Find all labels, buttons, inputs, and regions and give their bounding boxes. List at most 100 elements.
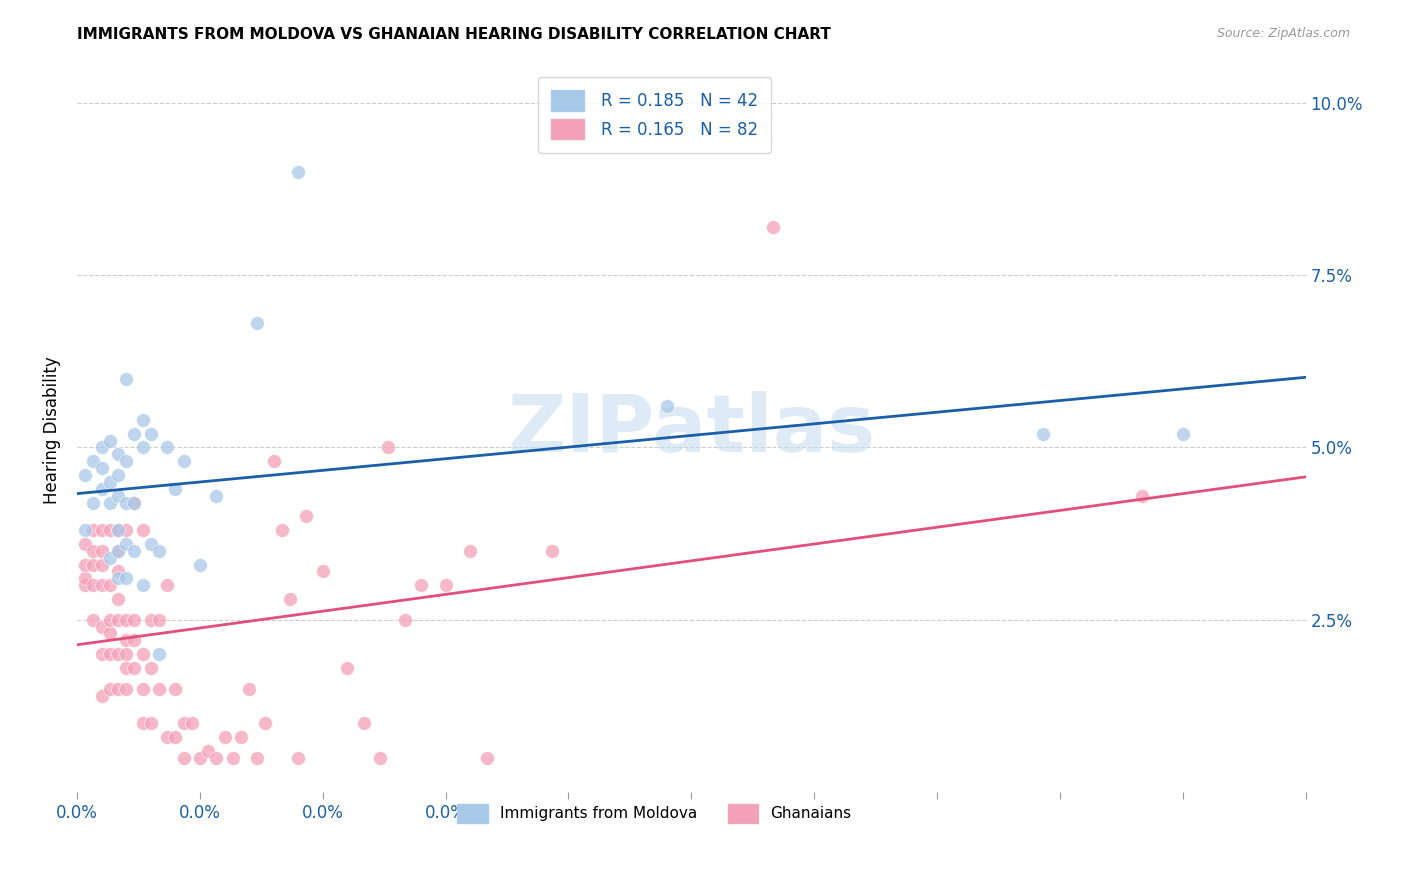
Point	[263, 454, 285, 468]
Point	[82, 454, 104, 468]
Point	[655, 399, 678, 413]
Point	[98, 681, 121, 696]
Point	[287, 165, 309, 179]
Point	[75, 523, 97, 537]
Point	[90, 461, 112, 475]
Point	[148, 613, 170, 627]
Point	[180, 716, 202, 731]
Point	[124, 544, 146, 558]
Point	[229, 730, 252, 744]
Point	[173, 454, 195, 468]
Point	[197, 744, 219, 758]
Point	[312, 565, 335, 579]
Point	[90, 482, 112, 496]
Point	[1130, 489, 1153, 503]
Point	[409, 578, 432, 592]
Point	[131, 681, 153, 696]
Point	[107, 681, 129, 696]
Point	[107, 592, 129, 607]
Point	[762, 219, 785, 234]
Point	[287, 750, 309, 764]
Point	[139, 537, 162, 551]
Point	[107, 565, 129, 579]
Point	[124, 495, 146, 509]
Point	[90, 441, 112, 455]
Point	[98, 475, 121, 489]
Point	[107, 447, 129, 461]
Point	[1032, 426, 1054, 441]
Point	[131, 413, 153, 427]
Point	[173, 716, 195, 731]
Point	[139, 661, 162, 675]
Point	[115, 523, 138, 537]
Point	[131, 441, 153, 455]
Point	[98, 495, 121, 509]
Point	[124, 495, 146, 509]
Point	[148, 647, 170, 661]
Point	[148, 681, 170, 696]
Point	[115, 571, 138, 585]
Point	[165, 482, 187, 496]
Point	[75, 537, 97, 551]
Point	[107, 571, 129, 585]
Point	[377, 441, 399, 455]
Point	[90, 523, 112, 537]
Point	[107, 544, 129, 558]
Point	[90, 544, 112, 558]
Point	[475, 750, 498, 764]
Point	[131, 578, 153, 592]
Point	[1171, 426, 1194, 441]
Point	[90, 558, 112, 572]
Point	[98, 626, 121, 640]
Point	[107, 613, 129, 627]
Point	[98, 578, 121, 592]
Point	[139, 716, 162, 731]
Point	[188, 750, 211, 764]
Point	[278, 592, 301, 607]
Point	[107, 544, 129, 558]
Point	[246, 317, 269, 331]
Point	[90, 689, 112, 703]
Point	[98, 647, 121, 661]
Point	[205, 750, 228, 764]
Point	[139, 426, 162, 441]
Point	[75, 571, 97, 585]
Point	[75, 468, 97, 483]
Point	[124, 661, 146, 675]
Point	[107, 489, 129, 503]
Point	[131, 647, 153, 661]
Point	[131, 523, 153, 537]
Point	[156, 441, 179, 455]
Point	[75, 578, 97, 592]
Point	[82, 558, 104, 572]
Point	[165, 681, 187, 696]
Point	[173, 750, 195, 764]
Point	[188, 558, 211, 572]
Text: IMMIGRANTS FROM MOLDOVA VS GHANAIAN HEARING DISABILITY CORRELATION CHART: IMMIGRANTS FROM MOLDOVA VS GHANAIAN HEAR…	[77, 27, 831, 42]
Point	[205, 489, 228, 503]
Point	[98, 434, 121, 448]
Point	[98, 550, 121, 565]
Point	[90, 619, 112, 633]
Point	[221, 750, 243, 764]
Point	[115, 371, 138, 385]
Text: ZIPatlas: ZIPatlas	[508, 392, 876, 469]
Point	[115, 537, 138, 551]
Point	[75, 558, 97, 572]
Point	[82, 578, 104, 592]
Point	[115, 454, 138, 468]
Point	[139, 613, 162, 627]
Point	[98, 613, 121, 627]
Point	[115, 661, 138, 675]
Point	[115, 633, 138, 648]
Point	[115, 681, 138, 696]
Point	[156, 578, 179, 592]
Point	[368, 750, 391, 764]
Point	[107, 468, 129, 483]
Point	[115, 613, 138, 627]
Point	[124, 633, 146, 648]
Point	[148, 544, 170, 558]
Point	[541, 544, 564, 558]
Point	[115, 647, 138, 661]
Point	[270, 523, 292, 537]
